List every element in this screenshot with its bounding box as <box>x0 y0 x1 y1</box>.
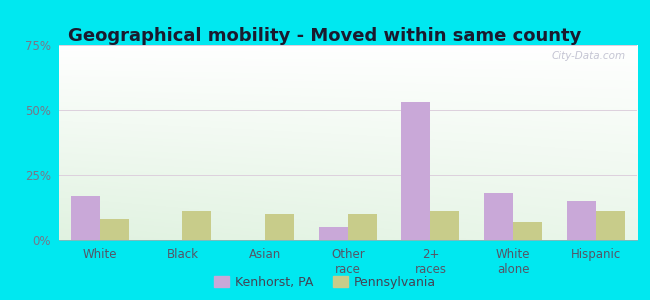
Legend: Kenhorst, PA, Pennsylvania: Kenhorst, PA, Pennsylvania <box>209 271 441 294</box>
Bar <box>265 214 294 240</box>
Bar <box>402 102 430 240</box>
Bar <box>430 212 460 240</box>
Bar <box>595 212 625 240</box>
Bar <box>318 227 348 240</box>
Bar <box>348 214 377 240</box>
Bar <box>513 222 542 240</box>
Bar <box>71 196 100 240</box>
Text: City-Data.com: City-Data.com <box>551 51 625 61</box>
Bar <box>183 212 211 240</box>
Bar <box>100 219 129 240</box>
Bar <box>567 201 595 240</box>
Bar <box>484 193 513 240</box>
Text: Geographical mobility - Moved within same county: Geographical mobility - Moved within sam… <box>68 27 582 45</box>
